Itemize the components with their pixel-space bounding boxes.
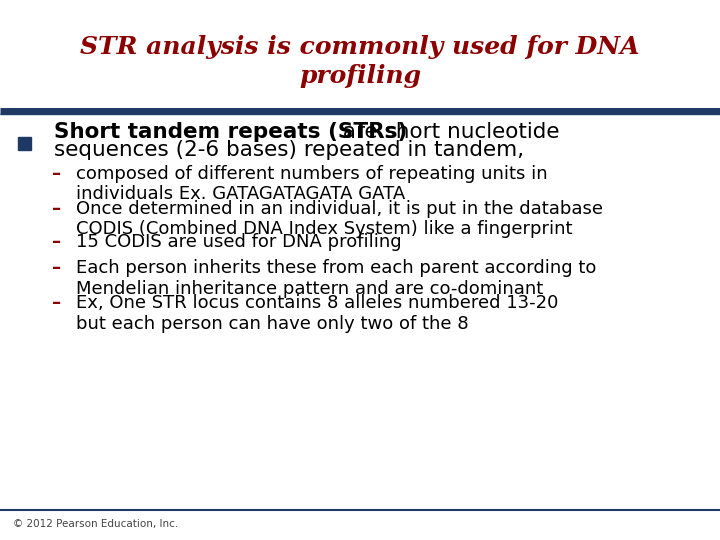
Text: –: – <box>52 259 61 277</box>
Text: individuals Ex. GATAGATAGATA GATA: individuals Ex. GATAGATAGATA GATA <box>76 185 405 203</box>
Text: Short tandem repeats (STRs): Short tandem repeats (STRs) <box>54 122 408 141</box>
Text: –: – <box>52 294 61 312</box>
Text: Each person inherits these from each parent according to: Each person inherits these from each par… <box>76 259 596 277</box>
Text: STR analysis is commonly used for DNA: STR analysis is commonly used for DNA <box>80 35 640 59</box>
Text: © 2012 Pearson Education, Inc.: © 2012 Pearson Education, Inc. <box>13 519 179 530</box>
Text: Mendelian inheritance pattern and are co-dominant: Mendelian inheritance pattern and are co… <box>76 280 543 298</box>
Text: CODIS (Combined DNA Index System) like a fingerprint: CODIS (Combined DNA Index System) like a… <box>76 220 572 238</box>
Text: –: – <box>52 233 61 251</box>
Text: composed of different numbers of repeating units in: composed of different numbers of repeati… <box>76 165 547 183</box>
Text: Once determined in an individual, it is put in the database: Once determined in an individual, it is … <box>76 200 603 218</box>
Text: –: – <box>52 165 61 183</box>
Text: sequences (2-6 bases) repeated in tandem,: sequences (2-6 bases) repeated in tandem… <box>54 140 524 160</box>
Text: profiling: profiling <box>299 64 421 87</box>
Text: but each person can have only two of the 8: but each person can have only two of the… <box>76 315 468 333</box>
Text: –: – <box>52 200 61 218</box>
Text: 15 CODIS are used for DNA profiling: 15 CODIS are used for DNA profiling <box>76 233 401 251</box>
Text: Ex, One STR locus contains 8 alleles numbered 13-20: Ex, One STR locus contains 8 alleles num… <box>76 294 558 312</box>
Text: are short nucleotide: are short nucleotide <box>336 122 559 141</box>
